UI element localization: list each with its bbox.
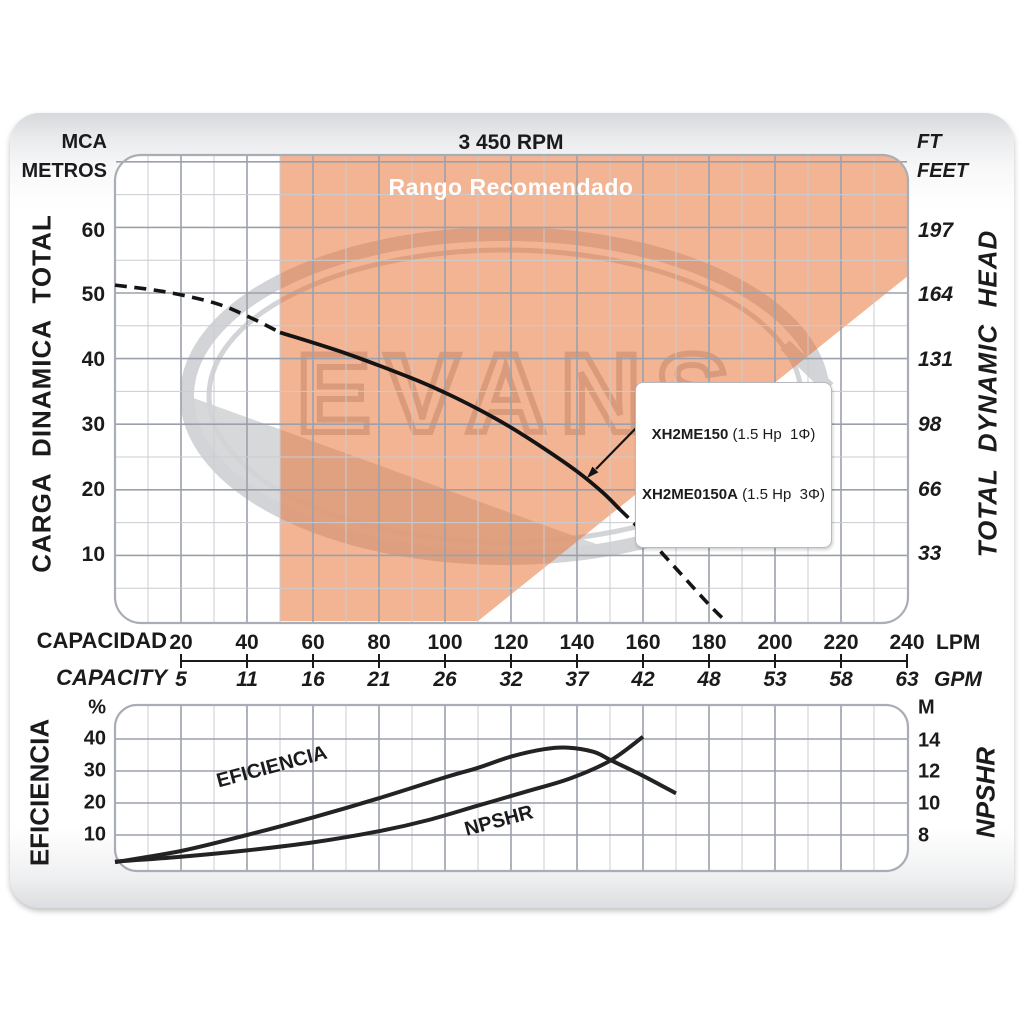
main-y-tick-left: 50 [81,283,105,306]
npshr-y-tick: 12 [918,760,941,783]
gpm-unit: GPM [934,668,982,691]
main-plot-border [113,153,910,625]
eff-y-tick: 40 [83,727,106,750]
main-y-tick-right: 33 [918,542,942,565]
main-y-tick-right: 164 [918,283,954,306]
right-unit-feet: FEET [917,160,969,182]
eff-y-tick: 30 [83,759,106,782]
npshr-y-tick: 14 [918,729,941,752]
main-left-axis-label: CARGA DINAMICA TOTAL [26,214,57,573]
lpm-tick: 180 [691,631,727,654]
lpm-tick: 20 [169,631,193,654]
main-y-tick-left: 10 [81,543,105,566]
efficiency-curve [114,745,677,865]
gpm-tick: 5 [175,668,187,691]
gpm-tick: 48 [697,668,721,691]
lpm-unit: LPM [936,631,981,654]
gpm-tick: 32 [499,668,523,691]
lpm-tick: 140 [559,631,595,654]
main-y-tick-right: 66 [918,478,942,501]
gpm-tick: 58 [829,668,853,691]
bottom-grid [116,706,907,870]
gpm-tick: 21 [367,668,391,691]
left-unit-mca: MCA [61,131,107,153]
npshr-curve [114,735,645,864]
lpm-tick: 80 [367,631,391,654]
left-unit-metros: METROS [21,160,107,182]
lpm-tick: 120 [493,631,529,654]
bottom-plot-border [113,703,910,873]
annotation-arrow [587,423,641,478]
npshr-y-tick: 10 [918,792,941,815]
right-unit-ft: FT [917,131,942,153]
main-y-tick-left: 20 [81,478,105,501]
capacity-axis [180,654,908,668]
gpm-tick: 63 [895,668,919,691]
chart-title-rpm: 3 450 RPM [458,131,564,154]
main-grid [116,156,907,622]
recommended-range-region [280,155,907,621]
gpm-tick: 16 [301,668,325,691]
gpm-tick: 42 [631,668,655,691]
recommended-range-label: Rango Recomendado [388,174,634,200]
lpm-tick: 240 [889,631,925,654]
main-y-tick-right: 131 [918,348,954,371]
capacity-label-en: CAPACITY [56,665,167,690]
main-y-tick-left: 60 [81,219,105,242]
annotation-line-2: XH2ME0150A (1.5 Hp 3Φ) [642,486,825,503]
main-y-tick-left: 40 [81,348,105,371]
head-curve-dashed-high [618,508,727,623]
percent-unit: % [88,696,106,719]
lpm-tick: 60 [301,631,325,654]
gpm-tick: 37 [565,668,589,691]
head-curve-dashed-low [114,283,281,335]
annotation-line-1: XH2ME150 (1.5 Hp 1Φ) [651,426,816,443]
gpm-tick: 11 [236,668,258,691]
model-annotation-box: XH2ME150 (1.5 Hp 1Φ) XH2ME0150A (1.5 Hp … [635,382,832,548]
head-curve-solid [279,330,622,511]
capacity-label-es: CAPACIDAD [36,628,167,653]
lpm-tick: 40 [235,631,259,654]
gpm-tick: 53 [763,668,787,691]
lpm-tick: 200 [757,631,793,654]
lpm-tick: 220 [823,631,859,654]
eff-y-tick: 20 [83,791,106,814]
main-y-tick-right: 98 [918,413,942,436]
lpm-tick: 160 [625,631,661,654]
npshr-y-tick: 8 [918,824,930,847]
gpm-tick: 26 [433,668,457,691]
eff-y-tick: 10 [83,823,106,846]
main-y-tick-left: 30 [81,413,105,436]
main-y-tick-right: 197 [918,219,954,242]
meters-unit: M [918,696,935,719]
lpm-tick: 100 [427,631,463,654]
